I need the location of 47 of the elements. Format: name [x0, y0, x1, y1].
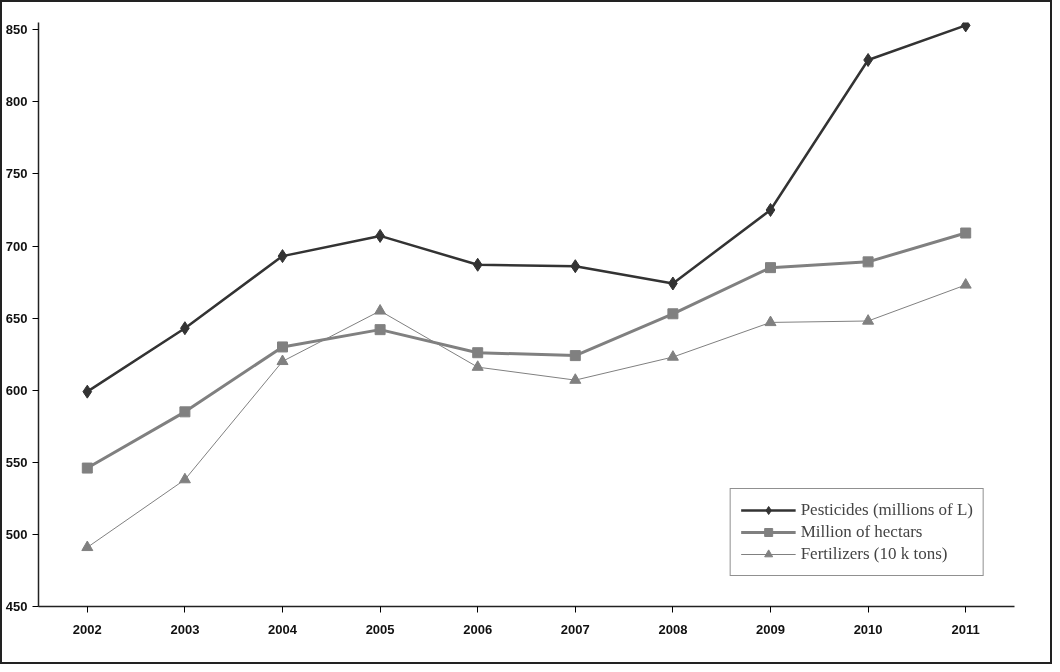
x-tick-label: 2004: [268, 621, 298, 637]
y-tick-label: 700: [5, 238, 28, 254]
x-tick-label: 2008: [658, 621, 688, 637]
x-tick-label: 2011: [951, 621, 980, 637]
point: [81, 462, 93, 474]
x-tick-label: 2009: [756, 621, 785, 637]
point: [82, 384, 93, 399]
point: [959, 278, 972, 289]
point: [764, 315, 777, 327]
point: [472, 257, 483, 272]
legend-label: Fertilizers (10 k tons): [800, 543, 948, 565]
point: [277, 249, 288, 264]
point: [666, 350, 679, 361]
point: [862, 314, 875, 325]
y-tick-label: 450: [5, 599, 28, 614]
point: [179, 406, 191, 418]
point: [277, 341, 288, 353]
x-tick-label: 2003: [170, 621, 200, 637]
y-tick-label: 500: [5, 526, 28, 542]
x-tick-label: 2007: [560, 621, 590, 637]
y-tick-label: 800: [5, 94, 28, 110]
y-tick-label: 600: [5, 382, 28, 398]
point: [960, 227, 972, 239]
point: [667, 308, 679, 320]
x-tick-label: 2002: [72, 621, 102, 637]
point: [81, 540, 94, 552]
y-tick-label: 650: [5, 310, 28, 326]
point: [276, 354, 289, 366]
point: [178, 472, 191, 484]
point: [374, 324, 386, 336]
y-tick-label: 850: [5, 22, 28, 38]
y-tick-label: 750: [5, 166, 28, 182]
point: [569, 350, 581, 362]
x-tick-label: 2006: [463, 621, 493, 637]
point: [570, 259, 581, 274]
point: [472, 347, 484, 359]
point: [765, 262, 776, 274]
legend-label: Pesticides (millions of L): [800, 499, 973, 521]
x-tick-label: 2005: [365, 621, 395, 637]
legend-label: Million of hectars: [800, 521, 923, 543]
point: [569, 373, 582, 384]
point: [862, 256, 874, 268]
x-tick-label: 2010: [853, 621, 883, 637]
point: [471, 360, 484, 371]
point: [374, 304, 387, 315]
y-tick-label: 550: [5, 454, 28, 470]
point: [765, 202, 776, 217]
